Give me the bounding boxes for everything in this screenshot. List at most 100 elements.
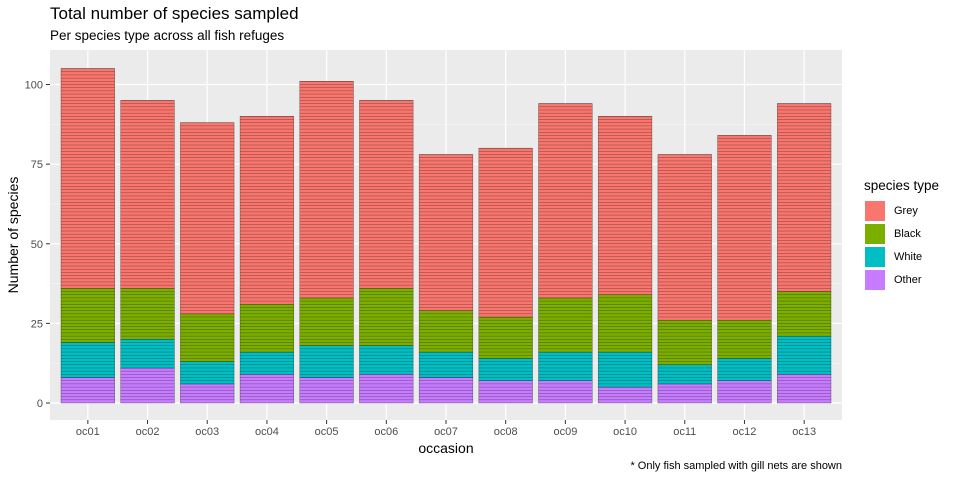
x-tick-label: oc11 [673, 426, 696, 438]
legend-label: Black [894, 227, 921, 240]
bar-outline [120, 100, 175, 289]
chart-subtitle: Per species type across all fish refuges [50, 28, 285, 43]
bar-segment-other [60, 377, 115, 403]
bar-segment-grey [598, 116, 652, 295]
legend-item-white: White [864, 245, 939, 268]
bar-segment-other [538, 380, 593, 403]
bar-segment-grey [657, 154, 712, 321]
bar-segment-white [120, 339, 175, 368]
x-tick-label: oc13 [792, 426, 816, 438]
bar-segment-other [240, 374, 294, 403]
x-tick-label: oc06 [374, 426, 398, 438]
bar-segment-black [419, 310, 473, 353]
bar-segment-other [180, 383, 235, 403]
x-tick-label: oc01 [76, 426, 100, 438]
legend: species type Grey Black White Other [864, 178, 939, 291]
bar-segment-white [299, 345, 354, 378]
bar-segment-grey [240, 116, 294, 305]
bar-segment-black [359, 288, 414, 346]
bar-segment-grey [299, 81, 354, 298]
chart-caption: * Only fish sampled with gill nets are s… [630, 460, 842, 472]
bar-segment-black [240, 304, 294, 353]
bar-outline [180, 122, 235, 315]
bar-segment-white [657, 364, 712, 384]
y-tick-label: 100 [25, 80, 43, 92]
bar-segment-white [538, 352, 593, 381]
legend-title: species type [864, 178, 940, 193]
legend-key-other [864, 268, 886, 291]
bar-segment-other [478, 380, 533, 403]
bar-segment-white [60, 342, 115, 378]
bar-outline [657, 154, 712, 321]
bar-outline [239, 116, 295, 305]
x-tick-label: oc05 [315, 426, 339, 438]
bar-segment-other [717, 380, 772, 403]
bar-segment-black [717, 320, 772, 359]
bar-segment-other [598, 387, 652, 403]
legend-label: Grey [894, 204, 918, 217]
bar-segment-black [777, 291, 832, 337]
bar-segment-grey [538, 103, 593, 298]
bar-outline [478, 147, 533, 318]
y-axis-title: Number of species [5, 177, 21, 294]
legend-key-black [864, 222, 886, 245]
bar-outline [538, 103, 593, 299]
bar-outline [418, 154, 474, 311]
legend-key-white [864, 245, 886, 268]
bar-outline [597, 116, 653, 295]
bar-segment-black [538, 297, 593, 353]
bar-outline [359, 100, 414, 289]
x-tick-label: oc12 [733, 426, 757, 438]
bar-segment-black [120, 288, 175, 340]
chart-title: Total number of species sampled [50, 4, 299, 23]
legend-item-grey: Grey [864, 199, 939, 222]
bar-segment-grey [478, 148, 533, 318]
y-tick-label: 25 [31, 318, 43, 330]
bar-outline [299, 81, 354, 299]
x-axis-title: occasion [418, 440, 473, 456]
bar-segment-grey [180, 122, 235, 314]
bar-segment-grey [120, 100, 175, 289]
bar-segment-white [419, 352, 473, 378]
bar-segment-black [657, 320, 712, 365]
bar-segment-white [359, 345, 414, 375]
y-tick-label: 50 [31, 239, 43, 251]
bar-segment-black [598, 294, 652, 353]
bar-segment-white [777, 336, 832, 375]
legend-item-other: Other [864, 268, 939, 291]
bar-segment-grey [359, 100, 414, 289]
x-tick-label: oc10 [613, 426, 637, 438]
y-tick-label: 0 [37, 398, 43, 410]
x-tick-label: oc07 [434, 426, 458, 438]
bar-segment-grey [717, 135, 772, 321]
legend-key-grey [864, 199, 886, 222]
bar-outline [60, 68, 115, 289]
bar-segment-other [120, 367, 175, 403]
bar-segment-black [60, 288, 115, 343]
legend-item-black: Black [864, 222, 939, 245]
bar-segment-other [777, 374, 832, 403]
bar-segment-black [299, 297, 354, 346]
x-tick-label: oc08 [494, 426, 518, 438]
bar-segment-white [240, 352, 294, 375]
bar-segment-other [419, 377, 473, 403]
x-tick-label: oc09 [553, 426, 577, 438]
bar-segment-other [657, 383, 712, 403]
bar-outline [777, 103, 832, 292]
bar-segment-grey [419, 154, 473, 311]
bar-segment-grey [777, 103, 832, 292]
bar-segment-black [180, 313, 235, 362]
bar-segment-black [478, 317, 533, 359]
bar-segment-white [180, 361, 235, 384]
bar-segment-white [598, 352, 652, 388]
bar-segment-grey [60, 68, 115, 289]
y-tick-label: 75 [31, 159, 43, 171]
bar-segment-other [359, 374, 414, 403]
x-tick-label: oc03 [195, 426, 219, 438]
bar-outline [717, 135, 772, 321]
legend-label: Other [894, 273, 922, 286]
x-tick-label: oc04 [255, 426, 279, 438]
bar-segment-other [299, 377, 354, 403]
bar-segment-white [717, 358, 772, 381]
